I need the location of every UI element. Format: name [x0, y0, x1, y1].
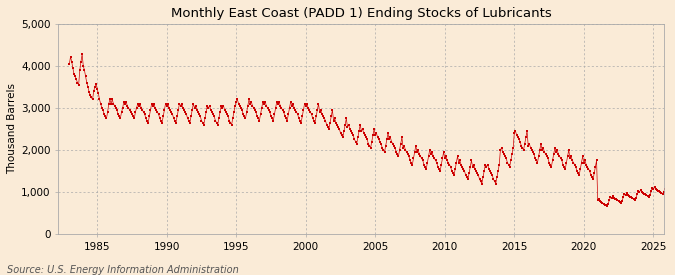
Y-axis label: Thousand Barrels: Thousand Barrels: [7, 83, 17, 174]
Title: Monthly East Coast (PADD 1) Ending Stocks of Lubricants: Monthly East Coast (PADD 1) Ending Stock…: [171, 7, 551, 20]
Text: Source: U.S. Energy Information Administration: Source: U.S. Energy Information Administ…: [7, 265, 238, 275]
